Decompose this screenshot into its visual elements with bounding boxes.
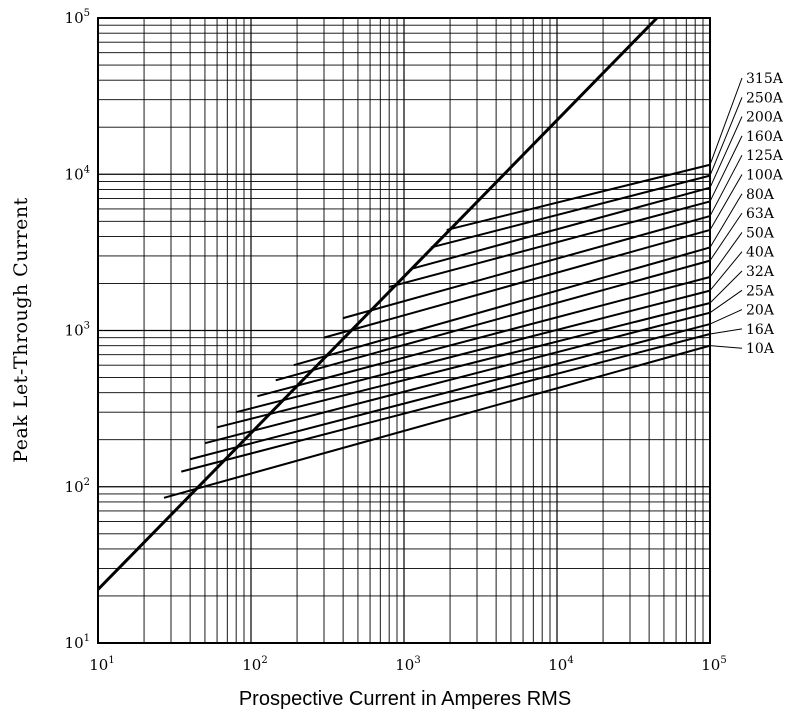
series-line-16A	[180, 333, 711, 473]
series-line-32A	[216, 302, 711, 429]
curves	[96, 16, 711, 591]
x-tick-label: 104	[548, 655, 573, 674]
y-tick-label: 105	[65, 8, 90, 27]
leader-32A	[709, 270, 743, 304]
y-tick-label: 101	[65, 633, 90, 652]
x-axis-label: Prospective Current in Amperes RMS	[239, 688, 571, 710]
y-tick-labels: 101 102 103 104 105	[65, 8, 90, 652]
series-label-32A: 32A	[746, 264, 775, 280]
leader-25A	[709, 289, 743, 314]
leader-20A	[709, 309, 743, 325]
leader-200A	[709, 116, 743, 188]
series-labels: 315A 250A 200A 160A 125A 100A 80A 63A 50A 40A 32A 2…	[746, 71, 784, 357]
series-label-40A: 40A	[746, 245, 775, 261]
leader-40A	[709, 251, 743, 291]
grid	[97, 18, 710, 644]
plot-frame	[97, 17, 711, 644]
x-tick-label: 105	[701, 655, 726, 674]
label-leaders	[709, 77, 743, 349]
series-line-25A	[204, 311, 711, 445]
leader-315A	[709, 77, 743, 165]
series-label-20A: 20A	[746, 303, 775, 319]
threshold-line	[96, 16, 659, 591]
leader-16A	[709, 328, 743, 335]
series-label-125A: 125A	[746, 148, 784, 164]
series-line-20A	[189, 323, 711, 461]
series-label-16A: 16A	[746, 322, 775, 338]
series-label-315A: 315A	[746, 71, 784, 87]
leader-160A	[709, 135, 743, 202]
series-label-200A: 200A	[746, 110, 784, 126]
series-label-250A: 250A	[746, 90, 784, 106]
leader-100A	[709, 174, 743, 231]
series-label-50A: 50A	[746, 225, 775, 241]
x-tick-label: 102	[242, 655, 267, 674]
x-tick-label: 101	[89, 655, 114, 674]
series-label-63A: 63A	[746, 206, 775, 222]
x-tick-labels: 101 102 103 104 105	[89, 655, 726, 674]
series-line-100A	[323, 228, 711, 339]
leader-250A	[709, 97, 743, 176]
series-line-40A	[235, 289, 711, 414]
series-line-125A	[342, 215, 711, 320]
series-line-315A	[446, 163, 711, 231]
leader-50A	[709, 232, 743, 278]
series-line-63A	[275, 259, 711, 382]
x-tick-label: 103	[395, 655, 420, 674]
leader-10A	[709, 345, 743, 349]
leader-125A	[709, 154, 743, 217]
series-line-80A	[293, 246, 711, 367]
series-label-160A: 160A	[746, 129, 784, 145]
series-line-10A	[163, 344, 711, 499]
y-tick-label: 102	[65, 477, 90, 496]
leader-63A	[709, 212, 743, 261]
series-line-160A	[388, 200, 711, 288]
series-label-100A: 100A	[746, 168, 784, 184]
y-tick-label: 103	[65, 321, 90, 340]
series-line-250A	[430, 174, 711, 249]
series-line-50A	[257, 276, 711, 398]
series-label-25A: 25A	[746, 283, 775, 299]
series-line-200A	[413, 186, 711, 270]
y-axis-label: Peak Let-Through Current	[10, 197, 32, 462]
y-tick-label: 104	[65, 164, 90, 183]
leader-80A	[709, 193, 743, 248]
series-label-10A: 10A	[746, 341, 775, 357]
series-label-80A: 80A	[746, 187, 775, 203]
